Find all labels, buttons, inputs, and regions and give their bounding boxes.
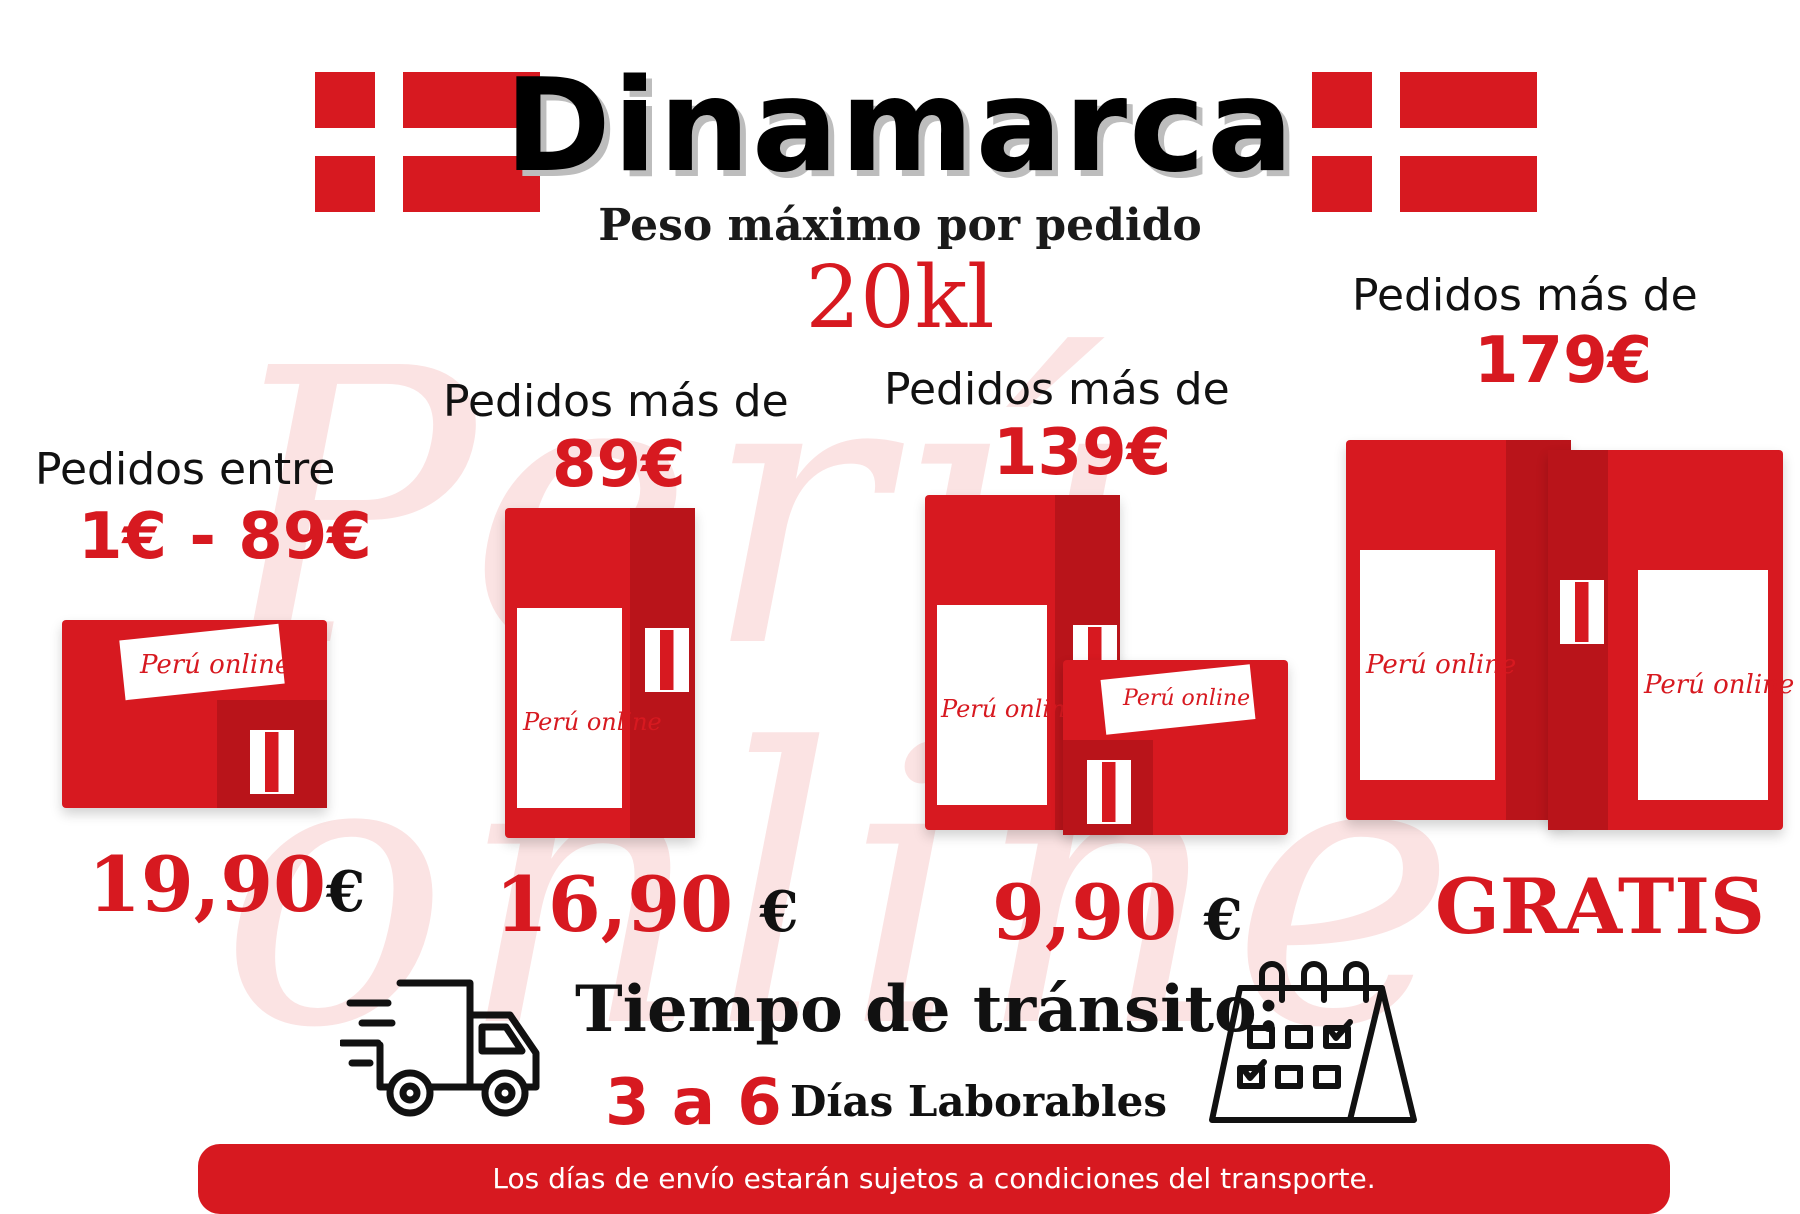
transit-days-text: Días Laborables bbox=[790, 1077, 1168, 1126]
page-title: Dinamarca bbox=[504, 52, 1296, 201]
tier-4-label: Pedidos más de bbox=[1352, 270, 1698, 321]
transit-days-range: 3 a 6 bbox=[605, 1066, 782, 1140]
tier-3-price: 9,90 € bbox=[992, 868, 1243, 957]
box-brand: Perú online bbox=[140, 650, 291, 680]
max-weight-value: 20kl bbox=[805, 248, 995, 348]
tier-4-threshold: 179€ bbox=[1474, 324, 1653, 398]
transit-title: Tiempo de tránsito: bbox=[575, 972, 1281, 1047]
tier-1-price: 19,90€ bbox=[88, 840, 365, 929]
denmark-flag-left bbox=[315, 72, 540, 212]
tier-1-currency: € bbox=[325, 859, 365, 925]
tier-4-price: GRATIS bbox=[1435, 862, 1765, 951]
box-brand: Perú online bbox=[1366, 650, 1517, 680]
tier-1-box-image: Perú online bbox=[62, 620, 327, 808]
tier-4-box-image-left: Perú online bbox=[1346, 440, 1571, 820]
tier-2-label: Pedidos más de bbox=[443, 376, 789, 427]
denmark-flag-right bbox=[1312, 72, 1537, 212]
max-weight-label: Peso máximo por pedido bbox=[598, 200, 1202, 251]
tier-3-label: Pedidos más de bbox=[884, 364, 1230, 415]
tier-2-threshold: 89€ bbox=[552, 428, 686, 502]
delivery-truck-icon bbox=[340, 979, 540, 1117]
box-brand: Perú online bbox=[941, 695, 1080, 723]
tier-1-label: Pedidos entre bbox=[35, 444, 336, 495]
tier-2-price: 16,90 € bbox=[495, 860, 799, 949]
box-brand: Perú online bbox=[1644, 670, 1795, 700]
calendar-icon bbox=[1209, 961, 1417, 1123]
tier-2-currency: € bbox=[759, 879, 799, 945]
tier-2-box-image: Perú online bbox=[505, 508, 695, 838]
footer-note: Los días de envío estarán sujetos a cond… bbox=[492, 1162, 1376, 1195]
tier-1-threshold: 1€ - 89€ bbox=[78, 500, 372, 574]
box-brand: Perú online bbox=[523, 708, 662, 736]
tier-3-currency: € bbox=[1203, 887, 1243, 953]
tier-3-threshold: 139€ bbox=[993, 416, 1172, 490]
tier-3-box-image-small: Perú online bbox=[1063, 660, 1288, 835]
tier-4-box-image-right: Perú online bbox=[1548, 450, 1794, 830]
box-brand: Perú online bbox=[1123, 686, 1251, 711]
